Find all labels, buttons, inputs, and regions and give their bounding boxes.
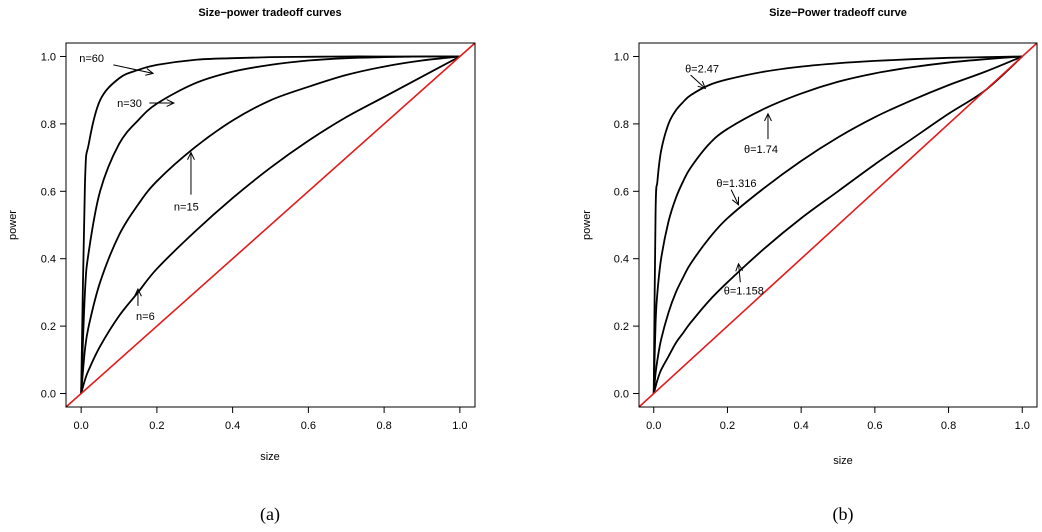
chart-panel-b: Size−Power tradeoff curve size power (b)… (581, 7, 1038, 525)
y-axis-label: power (581, 210, 593, 240)
y-tick-label: 0.8 (41, 119, 56, 131)
curve-annotation-label: n=6 (136, 311, 155, 323)
x-tick-label: 0.2 (149, 420, 164, 432)
annotations: n=60 n=30 n=15 n=6 (79, 53, 198, 323)
curve-annotation-label: θ=1.158 (724, 286, 764, 298)
annotation-arrow (149, 99, 176, 107)
panel-caption: (b) (833, 504, 854, 525)
series-line (652, 55, 1023, 394)
curve-annotation-label: θ=2.47 (685, 63, 719, 75)
plot-frame (638, 42, 1038, 408)
chart-panel-a: Size−power tradeoff curves size power (a… (7, 7, 476, 525)
y-tick-label: 0.0 (614, 389, 629, 401)
y-tick-label: 0.4 (41, 254, 56, 266)
y-tick-label: 1.0 (41, 51, 56, 63)
x-axis-label: size (260, 451, 280, 463)
y-tick-label: 0.2 (614, 321, 629, 333)
x-tick-label: 0.0 (73, 420, 88, 432)
x-tick-label: 0.0 (646, 420, 661, 432)
y-tick-label: 1.0 (614, 51, 629, 63)
x-tick-label: 1.0 (452, 420, 467, 432)
axis-ticks: 0.0 0.2 0.4 0.6 0.8 1.0 0.0 0.2 0.4 0.6 0.8 1.0 (41, 51, 468, 432)
reference-diagonal-line (66, 43, 475, 407)
x-tick-label: 1.0 (1015, 420, 1030, 432)
curve-annotation-label: θ=1.74 (744, 144, 778, 156)
y-tick-label: 0.8 (614, 119, 629, 131)
y-axis-label: power (7, 210, 19, 240)
curve-annotation-label: n=60 (79, 53, 104, 65)
plot-area (639, 43, 1037, 407)
x-tick-label: 0.2 (720, 420, 735, 432)
series-line (652, 55, 1023, 394)
x-tick-label: 0.8 (376, 420, 391, 432)
y-tick-label: 0.4 (614, 254, 629, 266)
series-line (652, 55, 1023, 394)
series-line (652, 55, 1023, 394)
x-tick-label: 0.6 (301, 420, 316, 432)
y-tick-label: 0.0 (41, 389, 56, 401)
x-tick-label: 0.6 (867, 420, 882, 432)
x-tick-label: 0.8 (941, 420, 956, 432)
annotation-arrow (187, 151, 195, 195)
curve-annotation-label: n=15 (174, 201, 199, 213)
annotation-arrow (113, 64, 155, 76)
plot-frame (65, 42, 476, 408)
chart-title: Size−power tradeoff curves (198, 7, 341, 19)
curve-annotation-label: θ=1.316 (716, 178, 756, 190)
panel-caption: (a) (260, 504, 280, 525)
annotations: θ=2.47 θ=1.74 θ=1.316 θ=1.158 (685, 63, 778, 297)
series-line (80, 55, 460, 394)
annotation-arrow (730, 189, 740, 206)
annotation-arrow (764, 112, 772, 140)
series-line (80, 55, 461, 394)
x-axis-label: size (833, 455, 853, 467)
y-tick-label: 0.6 (41, 186, 56, 198)
plot-area (66, 43, 475, 407)
x-tick-label: 0.4 (225, 420, 240, 432)
annotation-arrow (735, 262, 744, 283)
annotation-arrow (690, 74, 707, 90)
axis-ticks: 0.0 0.2 0.4 0.6 0.8 1.0 0.0 0.2 0.4 0.6 0.8 1.0 (614, 51, 1030, 432)
reference-diagonal-line (639, 43, 1037, 407)
y-tick-label: 0.6 (614, 186, 629, 198)
curve-annotation-label: n=30 (117, 98, 142, 110)
y-tick-label: 0.2 (41, 321, 56, 333)
x-tick-label: 0.4 (793, 420, 808, 432)
annotation-arrow (134, 287, 142, 306)
series-line (80, 55, 460, 394)
series-line (80, 55, 460, 394)
chart-title: Size−Power tradeoff curve (769, 7, 907, 19)
